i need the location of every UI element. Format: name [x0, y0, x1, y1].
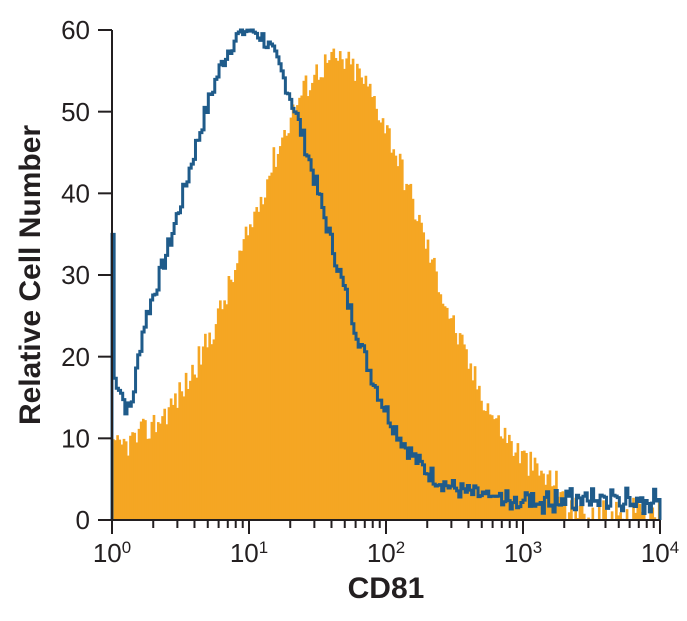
- x-tick-label: 101: [230, 538, 268, 569]
- x-ticks: 100 101 102 103 104: [93, 520, 679, 568]
- x-tick-label: 100: [93, 538, 131, 569]
- y-ticks: 0 10 20 30 40 50 60: [61, 15, 112, 535]
- y-tick-label: 20: [61, 342, 90, 372]
- filled-histogram: [112, 49, 661, 520]
- x-tick-label: 104: [641, 538, 679, 569]
- y-tick-label: 0: [76, 505, 90, 535]
- y-tick-label: 50: [61, 97, 90, 127]
- chart-container: 100 101 102 103 104 0 10 20 30 40 50 60 CD81 Relative…: [0, 0, 687, 621]
- y-tick-label: 40: [61, 178, 90, 208]
- flow-cytometry-histogram: 100 101 102 103 104 0 10 20 30 40 50 60 CD81 Relative…: [0, 0, 687, 621]
- y-tick-label: 30: [61, 260, 90, 290]
- x-tick-label: 102: [367, 538, 405, 569]
- x-axis-title: CD81: [348, 572, 425, 605]
- y-tick-label: 60: [61, 15, 90, 45]
- y-tick-label: 10: [61, 423, 90, 453]
- y-axis-title: Relative Cell Number: [14, 125, 47, 425]
- x-tick-label: 103: [504, 538, 542, 569]
